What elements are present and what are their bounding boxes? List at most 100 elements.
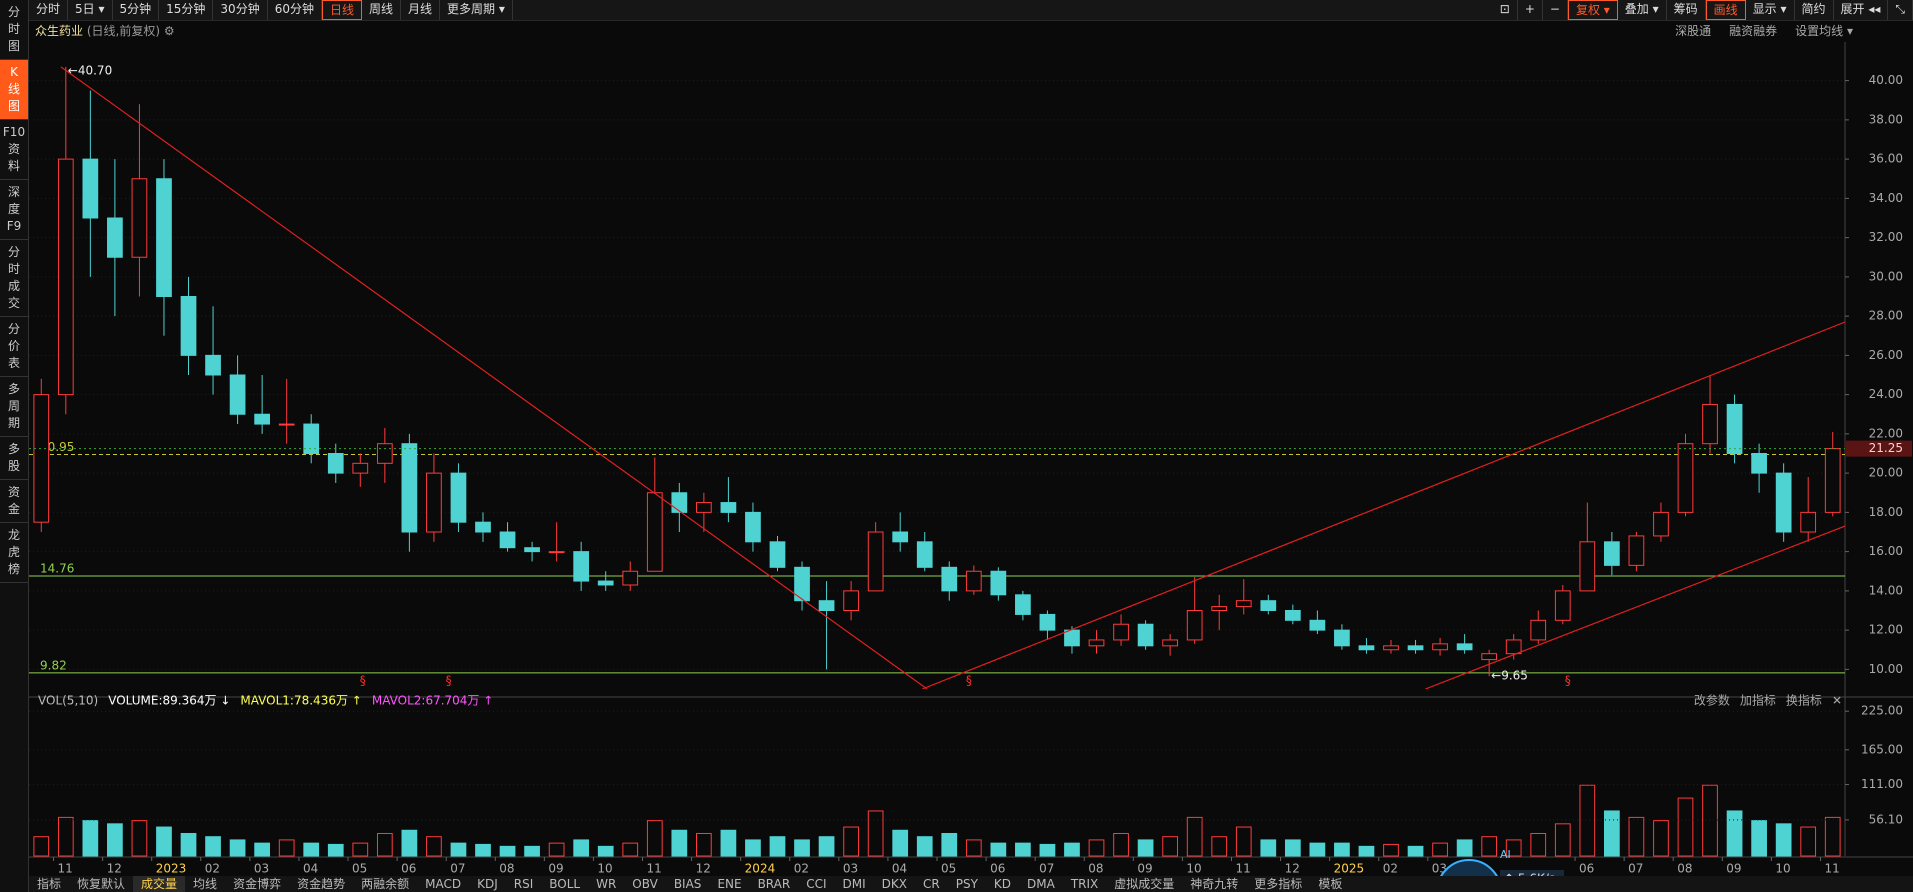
tool-button[interactable]: 叠加 ▾ xyxy=(1618,0,1667,20)
candle-body xyxy=(941,566,958,592)
tab[interactable]: MACD xyxy=(425,877,462,891)
candle-body xyxy=(1088,639,1105,647)
side-char: 龙 xyxy=(7,528,20,542)
candle-body xyxy=(1064,629,1080,647)
tab[interactable]: 虚拟成交量 xyxy=(1114,877,1175,891)
last-price-box xyxy=(1846,440,1912,457)
tool-button[interactable]: 画线 xyxy=(1705,0,1746,20)
volume-bar xyxy=(892,829,909,857)
volume-bar xyxy=(1186,816,1203,857)
tab[interactable]: 恢复默认 xyxy=(77,877,126,891)
tab[interactable]: ENE xyxy=(717,877,742,891)
x-tick-label: 03 xyxy=(843,862,858,876)
x-tick-label: 04 xyxy=(892,862,907,876)
tab[interactable]: BOLL xyxy=(549,877,581,891)
side-item[interactable]: F10 资料 xyxy=(0,120,28,180)
candle-body xyxy=(769,541,786,568)
candle-body xyxy=(696,502,712,513)
period-button[interactable]: 5分钟 xyxy=(113,0,160,20)
volume-bar xyxy=(1604,810,1620,857)
side-item[interactable]: 多股 xyxy=(0,437,28,480)
tool-button[interactable]: 展开 ◂◂ xyxy=(1834,0,1889,20)
tool-button[interactable]: 显示 ▾ xyxy=(1746,0,1795,20)
header-link[interactable]: 融资融券 xyxy=(1729,24,1778,38)
tab[interactable]: 神奇九转 xyxy=(1190,877,1239,891)
period-button[interactable]: 60分钟 xyxy=(268,0,322,20)
volume-bar xyxy=(941,832,958,857)
tab[interactable]: BIAS xyxy=(673,877,702,891)
candles xyxy=(33,66,1841,677)
period-button[interactable]: 5日 ▾ xyxy=(68,0,113,20)
candle-body xyxy=(327,453,344,474)
tool-button[interactable]: 筹码 xyxy=(1667,0,1706,20)
tab[interactable]: WR xyxy=(596,877,617,891)
tab[interactable]: RSI xyxy=(513,877,534,891)
period-button[interactable]: 日线 xyxy=(321,0,362,20)
side-item[interactable]: 分时成交 xyxy=(0,240,28,317)
tab[interactable]: TRIX xyxy=(1070,877,1099,891)
y-tick-label: 22.00 xyxy=(1869,426,1903,440)
toolbar-right: ⊡ + − 复权 ▾ 叠加 ▾ 筹码 画线 显示 ▾ 简约 展开 ◂◂ ⤡ xyxy=(1493,0,1913,20)
y-tick-label: 12.00 xyxy=(1869,623,1903,637)
period-button[interactable]: 月线 xyxy=(401,0,441,20)
candle-body xyxy=(33,394,50,523)
tool-button[interactable]: − xyxy=(1543,0,1568,20)
tab[interactable]: 资金博弈 xyxy=(233,877,282,891)
tab[interactable]: KDJ xyxy=(477,877,498,891)
x-tick-label: 03 xyxy=(254,862,269,876)
event-marker: § xyxy=(1565,674,1571,688)
tab[interactable]: 两融余额 xyxy=(361,877,410,891)
tab[interactable]: DKX xyxy=(881,877,907,891)
side-item[interactable]: 分时图 xyxy=(0,0,28,60)
side-item[interactable]: 分价表 xyxy=(0,317,28,377)
side-item[interactable]: 多周期 xyxy=(0,377,28,437)
header-link[interactable]: 深股通 xyxy=(1675,24,1712,38)
tab[interactable]: 模板 xyxy=(1318,877,1343,891)
candle-body xyxy=(401,443,418,533)
tab[interactable]: PSY xyxy=(955,877,978,891)
gear[interactable]: ⚙ xyxy=(163,24,175,38)
tab[interactable]: KD xyxy=(993,877,1012,891)
candle-body xyxy=(573,551,590,582)
candle-body xyxy=(892,531,909,543)
tool-button[interactable]: + xyxy=(1518,0,1543,20)
period-button[interactable]: 周线 xyxy=(362,0,402,20)
x-tick-label: 07 xyxy=(450,862,465,876)
x-tick-label: 12 xyxy=(696,862,711,876)
tab[interactable]: 更多指标 xyxy=(1254,877,1303,891)
candle-body xyxy=(916,541,933,568)
side-char: 料 xyxy=(7,159,20,173)
candle-body xyxy=(205,354,221,376)
period-button[interactable]: 15分钟 xyxy=(159,0,214,20)
tab[interactable]: 资金趋势 xyxy=(297,877,346,891)
tool-button[interactable]: 简约 xyxy=(1795,0,1834,20)
period-button[interactable]: 30分钟 xyxy=(213,0,268,20)
period-button[interactable]: 分时 xyxy=(29,0,69,20)
tool-button[interactable]: ⊡ xyxy=(1493,0,1518,20)
x-tick-label: 09 xyxy=(1726,862,1741,876)
tab[interactable]: 成交量 xyxy=(133,876,186,892)
side-item[interactable]: 深度 F9 xyxy=(0,180,28,240)
tool-button[interactable]: ⤡ xyxy=(1888,0,1913,20)
side-char: 时 xyxy=(7,22,20,36)
tool-button[interactable]: 复权 ▾ xyxy=(1567,0,1618,20)
tab[interactable]: CR xyxy=(923,877,940,891)
y-tick-label: 28.00 xyxy=(1869,309,1903,323)
candle-body xyxy=(352,462,369,474)
tab[interactable]: BRAR xyxy=(757,877,791,891)
side-char: 线 xyxy=(7,82,20,96)
tab[interactable]: DMA xyxy=(1027,877,1055,891)
side-item[interactable]: 龙虎榜 xyxy=(0,523,28,583)
x-tick-label: 02 xyxy=(794,862,809,876)
header-link[interactable]: 设置均线 ▾ xyxy=(1795,24,1853,38)
tab[interactable]: 指标 xyxy=(37,877,62,891)
tab[interactable]: OBV xyxy=(632,877,658,891)
tab[interactable]: CCI xyxy=(806,877,827,891)
volume-bar xyxy=(131,820,148,857)
side-item[interactable]: 资金 xyxy=(0,480,28,523)
volume-bar xyxy=(57,816,74,857)
tab[interactable]: 均线 xyxy=(193,877,218,891)
period-button[interactable]: 更多周期 ▾ xyxy=(440,0,513,20)
tab[interactable]: DMI xyxy=(842,877,866,891)
